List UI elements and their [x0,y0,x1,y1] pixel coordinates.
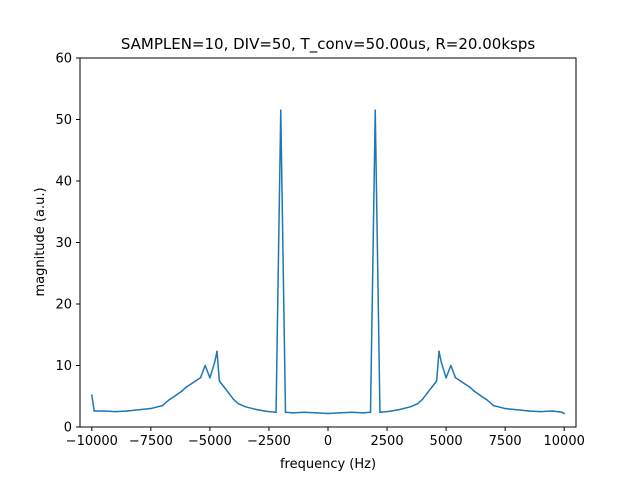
data-point [185,386,188,388]
x-tick-label: −7500 [129,434,173,449]
data-point [409,405,412,408]
data-point [374,109,377,112]
data-point [199,377,202,379]
data-point [551,410,554,412]
y-axis-label: magnitude (a.u.) [33,187,48,296]
y-tick-label: 60 [55,52,72,67]
data-point [527,410,530,412]
data-point [138,408,140,411]
data-point [350,411,353,414]
data-point [114,410,117,413]
x-tick-label: −2500 [247,434,291,449]
data-point [190,383,192,385]
data-point [468,386,471,388]
data-point [504,407,506,410]
x-tick-label: 0 [324,434,332,449]
data-point [232,398,235,401]
data-point [516,408,518,411]
data-point [194,380,197,382]
x-axis: −10000 −7500 −5000 −2500 0 2500 5000 7500 10000 [66,427,585,449]
y-tick-label: 30 [55,236,72,251]
data-point [204,364,206,367]
data-point [268,410,270,413]
data-point [216,350,218,353]
data-point [256,408,258,411]
x-tick-label: 2500 [371,434,404,449]
data-point [93,410,95,412]
x-axis-label: frequency (Hz) [280,457,376,472]
data-point [209,377,211,379]
data-point [454,377,457,379]
data-point [421,398,424,401]
data-point [173,395,176,398]
data-point [244,405,247,408]
data-point [161,404,164,407]
data-point [435,380,438,382]
plot-area [79,57,577,428]
data-point [450,364,452,367]
data-point [91,394,93,396]
data-point [561,411,563,414]
data-point [459,380,462,382]
data-point [303,411,306,414]
data-point [327,412,329,415]
data-point [291,412,294,414]
data-point [464,383,466,385]
data-point [168,398,171,401]
data-point [440,361,443,364]
x-tick-label: 5000 [430,434,463,449]
data-point [102,410,105,412]
data-point [563,412,565,415]
data-point [485,398,488,401]
data-point [284,411,287,414]
data-point [386,410,388,413]
data-point [362,412,365,414]
y-axis: 0 10 20 30 40 50 60 [55,52,80,436]
data-point [438,350,440,353]
data-point [492,404,495,407]
data-point [339,412,341,414]
data-point [150,407,152,410]
data-point [426,392,429,394]
data-point [480,395,483,398]
plot-background [80,58,576,427]
data-point [213,361,216,364]
data-point [279,109,282,112]
y-tick-label: 50 [55,113,72,128]
y-tick-label: 10 [55,359,72,374]
data-point [445,377,447,379]
data-point [126,410,129,412]
data-point [223,386,225,388]
data-point [539,410,542,413]
data-point [398,408,400,411]
data-point [228,392,230,394]
data-point [416,402,419,405]
data-point [237,402,240,405]
x-tick-label: 7500 [489,434,522,449]
x-tick-label: −5000 [188,434,232,449]
y-tick-label: 0 [64,421,72,436]
data-point [379,411,381,414]
chart-title: SAMPLEN=10, DIV=50, T_conv=50.00us, R=20… [121,35,536,54]
data-point [369,411,372,414]
y-tick-label: 40 [55,175,72,190]
data-series [91,109,565,415]
y-tick-label: 20 [55,298,72,313]
data-point [180,390,183,393]
x-tick-label: 10000 [544,434,585,449]
data-point [473,390,476,393]
data-point [218,380,221,382]
data-point [431,386,433,388]
data-point [315,412,317,414]
x-tick-label: −10000 [66,434,118,449]
data-point [275,411,277,414]
